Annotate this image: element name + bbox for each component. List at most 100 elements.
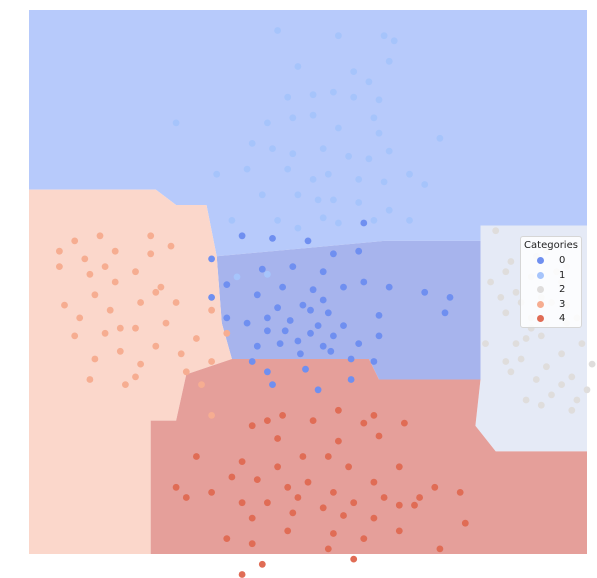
data-point-category-3 bbox=[86, 270, 94, 278]
data-point-category-0 bbox=[355, 247, 363, 255]
legend-marker bbox=[537, 315, 544, 322]
data-point-category-0 bbox=[304, 237, 312, 245]
data-point-category-0 bbox=[248, 358, 256, 365]
data-point-category-4 bbox=[461, 519, 469, 527]
data-point-category-3 bbox=[162, 319, 170, 327]
data-point-category-2 bbox=[537, 401, 545, 409]
data-point-category-4 bbox=[350, 555, 358, 563]
data-point-category-3 bbox=[76, 314, 84, 322]
data-point-category-0 bbox=[297, 350, 304, 358]
data-point-category-1 bbox=[309, 91, 317, 99]
data-point-category-3 bbox=[56, 263, 63, 270]
data-point-category-1 bbox=[385, 147, 393, 155]
data-point-category-1 bbox=[350, 68, 358, 75]
data-point-category-3 bbox=[116, 324, 124, 332]
data-point-category-1 bbox=[284, 165, 292, 173]
data-point-category-3 bbox=[193, 335, 200, 342]
data-point-category-0 bbox=[385, 283, 393, 291]
data-point-category-0 bbox=[309, 286, 317, 294]
data-point-category-3 bbox=[101, 329, 109, 337]
data-point-category-0 bbox=[441, 309, 449, 317]
data-point-category-0 bbox=[360, 278, 368, 286]
data-point-category-2 bbox=[482, 340, 489, 347]
data-point-category-4 bbox=[324, 453, 332, 460]
data-point-category-3 bbox=[101, 263, 109, 270]
data-point-category-0 bbox=[269, 381, 276, 388]
data-point-category-2 bbox=[532, 376, 540, 383]
data-point-category-0 bbox=[319, 296, 327, 304]
data-point-category-4 bbox=[253, 476, 261, 483]
data-point-category-1 bbox=[350, 93, 358, 101]
legend-marker bbox=[537, 271, 544, 279]
data-point-category-0 bbox=[340, 283, 347, 291]
data-point-category-1 bbox=[243, 165, 251, 173]
data-point-category-1 bbox=[375, 129, 383, 137]
legend: Categories 0 1 2 3 4 bbox=[520, 236, 582, 328]
data-point-category-1 bbox=[335, 32, 342, 40]
data-point-category-4 bbox=[248, 540, 256, 548]
data-point-category-1 bbox=[294, 191, 302, 199]
data-point-category-1 bbox=[284, 93, 292, 101]
data-point-category-4 bbox=[284, 483, 292, 491]
data-point-category-2 bbox=[578, 340, 586, 347]
data-point-category-0 bbox=[330, 332, 337, 340]
data-point-category-3 bbox=[152, 288, 160, 296]
data-point-category-3 bbox=[106, 306, 114, 314]
data-point-category-2 bbox=[487, 278, 494, 286]
data-point-category-4 bbox=[395, 527, 403, 535]
data-point-category-0 bbox=[307, 306, 314, 314]
data-point-category-3 bbox=[137, 360, 145, 368]
data-point-category-1 bbox=[385, 206, 393, 214]
data-point-category-0 bbox=[238, 232, 246, 240]
data-point-category-1 bbox=[380, 178, 388, 186]
data-point-category-2 bbox=[583, 386, 591, 394]
decision-region-3 bbox=[29, 189, 232, 554]
data-point-category-4 bbox=[238, 458, 246, 465]
data-point-category-4 bbox=[228, 473, 236, 481]
data-point-category-1 bbox=[258, 191, 266, 199]
data-point-category-0 bbox=[264, 314, 271, 322]
data-point-category-0 bbox=[274, 304, 281, 312]
data-point-category-4 bbox=[370, 412, 378, 419]
legend-item-4: 4 bbox=[521, 312, 581, 326]
data-point-category-3 bbox=[172, 299, 180, 306]
legend-item-0: 0 bbox=[521, 254, 581, 268]
data-point-category-1 bbox=[436, 134, 444, 142]
data-point-category-4 bbox=[309, 417, 317, 424]
data-point-category-1 bbox=[406, 170, 413, 178]
data-point-category-1 bbox=[294, 224, 302, 232]
data-point-category-0 bbox=[360, 219, 368, 227]
data-point-category-1 bbox=[289, 150, 297, 158]
data-point-category-3 bbox=[91, 355, 99, 363]
data-point-category-0 bbox=[421, 288, 429, 296]
data-point-category-1 bbox=[370, 217, 378, 224]
data-point-category-2 bbox=[558, 350, 565, 358]
data-point-category-3 bbox=[152, 342, 160, 350]
data-point-category-4 bbox=[436, 545, 444, 553]
data-point-category-2 bbox=[512, 340, 520, 347]
data-point-category-2 bbox=[522, 335, 530, 342]
data-point-category-1 bbox=[380, 32, 388, 40]
data-point-category-3 bbox=[81, 255, 89, 263]
legend-marker bbox=[537, 286, 544, 293]
data-point-category-0 bbox=[281, 327, 289, 335]
data-point-category-0 bbox=[347, 355, 355, 363]
data-point-category-4 bbox=[345, 463, 352, 471]
data-point-category-2 bbox=[588, 360, 596, 368]
data-point-category-3 bbox=[122, 381, 129, 388]
data-point-category-1 bbox=[385, 57, 393, 65]
data-point-category-1 bbox=[335, 124, 342, 132]
data-point-category-1 bbox=[228, 217, 236, 224]
data-point-category-0 bbox=[330, 250, 337, 258]
data-point-category-0 bbox=[286, 317, 294, 324]
data-point-category-4 bbox=[274, 435, 281, 442]
data-point-category-0 bbox=[355, 340, 363, 347]
data-point-category-1 bbox=[319, 145, 327, 153]
data-point-category-3 bbox=[147, 250, 155, 258]
data-point-category-1 bbox=[355, 199, 363, 206]
data-point-category-0 bbox=[327, 347, 335, 355]
data-point-category-1 bbox=[309, 111, 317, 119]
legend-label: 3 bbox=[559, 298, 566, 310]
data-point-category-3 bbox=[111, 247, 119, 255]
data-point-category-0 bbox=[302, 365, 309, 373]
